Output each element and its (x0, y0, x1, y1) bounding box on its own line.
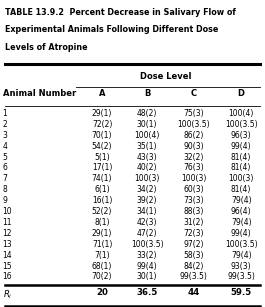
Text: 31(2): 31(2) (183, 218, 204, 227)
Text: 30(1): 30(1) (137, 273, 157, 282)
Text: 60(3): 60(3) (183, 185, 204, 194)
Text: 34(1): 34(1) (137, 207, 157, 216)
Text: 58(3): 58(3) (183, 251, 204, 260)
Text: 100(3): 100(3) (228, 174, 254, 183)
Text: 10: 10 (3, 207, 12, 216)
Text: 11: 11 (3, 218, 12, 227)
Text: 100(4): 100(4) (228, 109, 254, 118)
Text: 96(4): 96(4) (231, 207, 251, 216)
Text: 5(1): 5(1) (94, 153, 110, 161)
Text: 79(4): 79(4) (231, 218, 251, 227)
Text: 90(3): 90(3) (183, 142, 204, 151)
Text: 15: 15 (3, 262, 12, 270)
Text: 76(3): 76(3) (183, 163, 204, 173)
Text: 96(3): 96(3) (231, 131, 251, 140)
Text: 88(3): 88(3) (183, 207, 204, 216)
Text: TABLE 13.9.2  Percent Decrease in Salivary Flow of: TABLE 13.9.2 Percent Decrease in Salivar… (5, 8, 236, 17)
Text: 79(4): 79(4) (231, 196, 251, 205)
Text: 2: 2 (3, 120, 7, 129)
Text: D: D (238, 89, 245, 98)
Text: Dose Level: Dose Level (140, 72, 191, 81)
Text: 3: 3 (3, 131, 7, 140)
Text: 72(3): 72(3) (183, 229, 204, 238)
Text: 7(1): 7(1) (94, 251, 110, 260)
Text: 72(2): 72(2) (92, 120, 112, 129)
Text: Levels of Atropine: Levels of Atropine (5, 43, 88, 52)
Text: 7: 7 (3, 174, 7, 183)
Text: 30(1): 30(1) (137, 120, 157, 129)
Text: 99(4): 99(4) (231, 229, 251, 238)
Text: Experimental Animals Following Different Dose: Experimental Animals Following Different… (5, 25, 219, 34)
Text: 5: 5 (3, 153, 7, 161)
Text: 33(2): 33(2) (137, 251, 157, 260)
Text: 93(3): 93(3) (231, 262, 251, 270)
Text: 1: 1 (3, 109, 7, 118)
Text: 99(4): 99(4) (137, 262, 157, 270)
Text: 35(1): 35(1) (137, 142, 157, 151)
Text: 99(3.5): 99(3.5) (179, 273, 207, 282)
Text: 6: 6 (3, 163, 7, 173)
Text: 73(3): 73(3) (183, 196, 204, 205)
Text: 29(1): 29(1) (92, 109, 112, 118)
Text: 81(4): 81(4) (231, 163, 251, 173)
Text: 17(1): 17(1) (92, 163, 112, 173)
Text: 100(3.5): 100(3.5) (177, 120, 210, 129)
Text: 70(1): 70(1) (92, 131, 112, 140)
Text: 70(2): 70(2) (92, 273, 112, 282)
Text: $\mathit{R}_i$: $\mathit{R}_i$ (3, 288, 12, 301)
Text: 47(2): 47(2) (137, 229, 157, 238)
Text: 99(4): 99(4) (231, 142, 251, 151)
Text: C: C (190, 89, 197, 98)
Text: B: B (144, 89, 150, 98)
Text: 13: 13 (3, 240, 12, 249)
Text: 43(3): 43(3) (137, 153, 157, 161)
Text: 54(2): 54(2) (92, 142, 112, 151)
Text: 97(2): 97(2) (183, 240, 204, 249)
Text: 100(3.5): 100(3.5) (131, 240, 164, 249)
Text: 86(2): 86(2) (183, 131, 204, 140)
Text: 12: 12 (3, 229, 12, 238)
Text: 52(2): 52(2) (92, 207, 112, 216)
Text: 59.5: 59.5 (231, 288, 252, 297)
Text: 16(1): 16(1) (92, 196, 112, 205)
Text: 100(3): 100(3) (181, 174, 206, 183)
Text: 32(2): 32(2) (183, 153, 204, 161)
Text: 100(3.5): 100(3.5) (225, 240, 258, 249)
Text: 71(1): 71(1) (92, 240, 112, 249)
Text: 16: 16 (3, 273, 12, 282)
Text: 8(1): 8(1) (94, 218, 110, 227)
Text: 48(2): 48(2) (137, 109, 157, 118)
Text: 39(2): 39(2) (137, 196, 157, 205)
Text: 4: 4 (3, 142, 7, 151)
Text: 36.5: 36.5 (136, 288, 158, 297)
Text: 34(2): 34(2) (137, 185, 157, 194)
Text: 8: 8 (3, 185, 7, 194)
Text: Animal Number: Animal Number (3, 89, 76, 98)
Text: 6(1): 6(1) (94, 185, 110, 194)
Text: 42(3): 42(3) (137, 218, 157, 227)
Text: 81(4): 81(4) (231, 153, 251, 161)
Text: 74(1): 74(1) (92, 174, 112, 183)
Text: 100(4): 100(4) (134, 131, 160, 140)
Text: 100(3): 100(3) (134, 174, 160, 183)
Text: 84(2): 84(2) (183, 262, 204, 270)
Text: 99(3.5): 99(3.5) (227, 273, 255, 282)
Text: 9: 9 (3, 196, 7, 205)
Text: 81(4): 81(4) (231, 185, 251, 194)
Text: 14: 14 (3, 251, 12, 260)
Text: 100(3.5): 100(3.5) (225, 120, 258, 129)
Text: 68(1): 68(1) (92, 262, 112, 270)
Text: 40(2): 40(2) (137, 163, 157, 173)
Text: 20: 20 (96, 288, 108, 297)
Text: 44: 44 (187, 288, 200, 297)
Text: 79(4): 79(4) (231, 251, 251, 260)
Text: A: A (99, 89, 105, 98)
Text: 75(3): 75(3) (183, 109, 204, 118)
Text: 29(1): 29(1) (92, 229, 112, 238)
